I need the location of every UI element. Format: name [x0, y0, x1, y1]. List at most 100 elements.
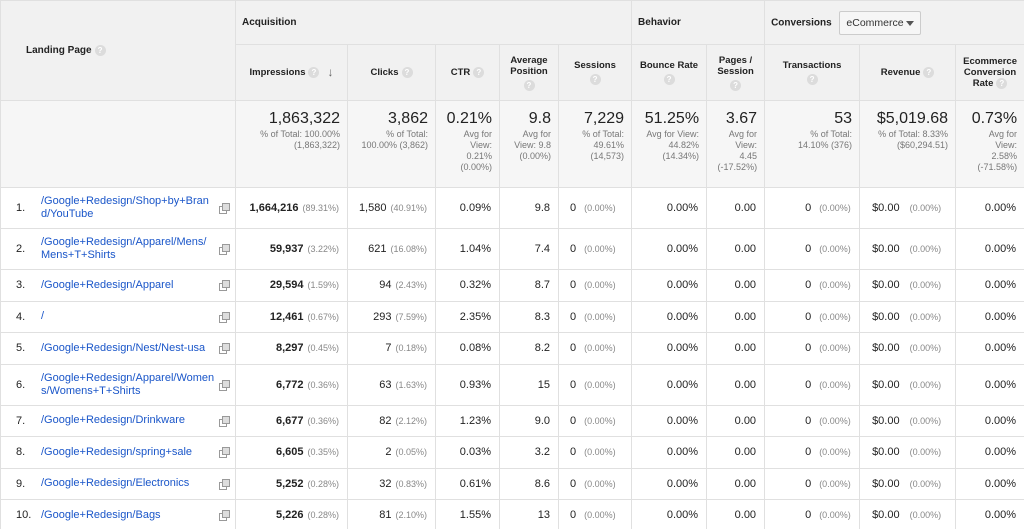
- total-sub: Avg for: [522, 129, 551, 139]
- ctr-cell: 0.61%: [435, 467, 500, 500]
- help-icon[interactable]: ?: [589, 74, 601, 85]
- external-link-icon[interactable]: [219, 379, 230, 391]
- landing-page-link[interactable]: /: [41, 310, 45, 323]
- row-index: 10.: [16, 509, 32, 522]
- col-landing-page[interactable]: Landing Page?: [0, 0, 236, 101]
- total-sub: % of Total: 8.33%: [878, 129, 949, 139]
- landing-page-link[interactable]: /Google+Redesign/Apparel: [41, 278, 174, 291]
- transactions-value: 0: [805, 342, 812, 355]
- revenue-cell: $0.00 (0.00%): [859, 269, 957, 302]
- ctr-cell: 1.23%: [435, 404, 500, 437]
- conv-rate-cell: 0.00%: [955, 363, 1024, 406]
- col-conv-rate[interactable]: Ecommerce Conversion Rate?: [955, 44, 1024, 101]
- avg-position-value: 8.3: [534, 310, 550, 323]
- revenue-value: $0.00: [872, 378, 900, 391]
- pages-session-cell: 0.00: [706, 404, 766, 437]
- totals-row: 1,863,322% of Total: 100.00% (1,863,322) …: [0, 100, 1024, 188]
- landing-page-link[interactable]: /Google+Redesign/Bags: [41, 508, 161, 521]
- help-icon[interactable]: ?: [401, 66, 413, 78]
- help-icon[interactable]: ?: [806, 74, 818, 85]
- pages-session-cell: 0.00: [706, 332, 766, 365]
- transactions-cell: 0 (0.00%): [764, 228, 861, 270]
- external-link-icon[interactable]: [219, 280, 230, 292]
- external-link-icon[interactable]: [219, 510, 230, 522]
- table-row: 5./Google+Redesign/Nest/Nest-usa 8,297 (0.…: [0, 332, 1024, 365]
- help-icon[interactable]: ?: [94, 44, 106, 56]
- external-link-icon[interactable]: [219, 244, 230, 255]
- landing-page-link[interactable]: /Google+Redesign/Shop+by+Brand/YouTube: [41, 195, 209, 220]
- impressions-value: 6,677: [275, 414, 304, 427]
- external-link-icon[interactable]: [219, 447, 230, 459]
- impressions-value: 59,937: [269, 243, 304, 255]
- bounce-rate-cell: 0.00%: [631, 332, 708, 365]
- col-pages-session[interactable]: Pages / Session?: [706, 44, 766, 101]
- landing-page-link[interactable]: /Google+Redesign/Apparel/Mens/Mens+T+Shi…: [41, 236, 207, 261]
- bounce-rate-value: 0.00%: [666, 202, 699, 214]
- total-sub: View:: [470, 140, 492, 150]
- landing-page-link[interactable]: /Google+Redesign/Apparel/Womens/Womens+T…: [41, 371, 215, 397]
- landing-page-link[interactable]: /Google+Redesign/Nest/Nest-usa: [41, 341, 206, 354]
- total-value: 1,863,322: [268, 110, 340, 127]
- conv-rate-cell: 0.00%: [955, 499, 1024, 529]
- help-icon[interactable]: ?: [923, 66, 935, 78]
- clicks-cell: 2 (0.05%): [347, 436, 436, 469]
- row-index: 7.: [16, 414, 26, 427]
- row-index: 1.: [16, 202, 26, 214]
- total-sub: Avg for: [463, 129, 492, 139]
- help-icon[interactable]: ?: [663, 74, 675, 85]
- revenue-pct: (0.00%): [909, 244, 942, 254]
- transactions-pct: (0.00%): [819, 478, 851, 489]
- sort-arrow-down-icon[interactable]: ↓: [327, 64, 334, 79]
- transactions-value: 0: [805, 243, 812, 255]
- col-revenue[interactable]: Revenue?: [859, 44, 957, 101]
- conv-rate-cell: 0.00%: [955, 404, 1024, 437]
- total-sub: (14,573): [590, 151, 625, 161]
- external-link-icon[interactable]: [219, 311, 230, 323]
- impressions-cell: 8,297 (0.45%): [235, 332, 348, 365]
- landing-page-link[interactable]: /Google+Redesign/spring+sale: [41, 445, 193, 458]
- avg-position-cell: 7.4: [499, 228, 559, 270]
- col-transactions[interactable]: Transactions?: [764, 44, 861, 101]
- col-bounce-rate[interactable]: Bounce Rate?: [631, 44, 708, 101]
- sessions-pct: (0.00%): [584, 244, 616, 254]
- col-impressions[interactable]: Impressions? ↓: [235, 44, 348, 101]
- clicks-pct: (2.43%): [395, 280, 427, 291]
- total-sub: Avg for: [728, 129, 758, 139]
- avg-position-cell: 15: [499, 363, 559, 406]
- ctr-cell: 0.03%: [435, 436, 500, 469]
- col-clicks[interactable]: Clicks?: [347, 44, 436, 101]
- conv-rate-cell: 0.00%: [955, 467, 1024, 500]
- total-revenue: $5,019.68 % of Total: 8.33% ($60,294.51): [859, 100, 957, 188]
- impressions-value: 12,461: [269, 310, 304, 323]
- revenue-cell: $0.00 (0.00%): [859, 187, 957, 229]
- external-link-icon[interactable]: [219, 415, 230, 427]
- help-icon[interactable]: ?: [308, 66, 320, 78]
- conversions-select[interactable]: eCommerce: [839, 10, 922, 35]
- clicks-cell: 1,580 (40.91%): [347, 187, 436, 229]
- col-avg-position[interactable]: Average Position?: [499, 44, 559, 101]
- transactions-pct: (0.00%): [819, 280, 851, 291]
- bounce-rate-value: 0.00%: [666, 477, 699, 490]
- impressions-value: 5,226: [275, 509, 304, 522]
- help-icon[interactable]: ?: [730, 79, 742, 91]
- avg-position-cell: 8.3: [499, 300, 559, 333]
- help-icon[interactable]: ?: [996, 77, 1008, 89]
- col-ctr[interactable]: CTR?: [435, 44, 500, 101]
- external-link-icon[interactable]: [219, 478, 230, 490]
- impressions-cell: 6,605 (0.35%): [235, 436, 348, 469]
- revenue-value: $0.00: [872, 446, 900, 459]
- total-value: 3,862: [387, 110, 428, 127]
- revenue-cell: $0.00 (0.00%): [859, 363, 957, 406]
- external-link-icon[interactable]: [219, 203, 230, 214]
- landing-page-link[interactable]: /Google+Redesign/Drinkware: [41, 414, 185, 427]
- conv-rate-cell: 0.00%: [955, 269, 1024, 302]
- help-icon[interactable]: ?: [473, 66, 485, 78]
- help-icon[interactable]: ?: [523, 79, 535, 91]
- external-link-icon[interactable]: [219, 343, 230, 355]
- avg-position-cell: 8.6: [499, 467, 559, 500]
- landing-page-link[interactable]: /Google+Redesign/Electronics: [41, 477, 190, 490]
- landing-page-cell-inner: /Google+Redesign/Nest/Nest-usa: [39, 342, 235, 355]
- impressions-cell: 59,937 (3.22%): [235, 228, 348, 270]
- col-sessions[interactable]: Sessions?: [557, 44, 633, 101]
- table-row: 1. /Google+Redesign/Shop+by+Brand/YouTube…: [0, 187, 1024, 229]
